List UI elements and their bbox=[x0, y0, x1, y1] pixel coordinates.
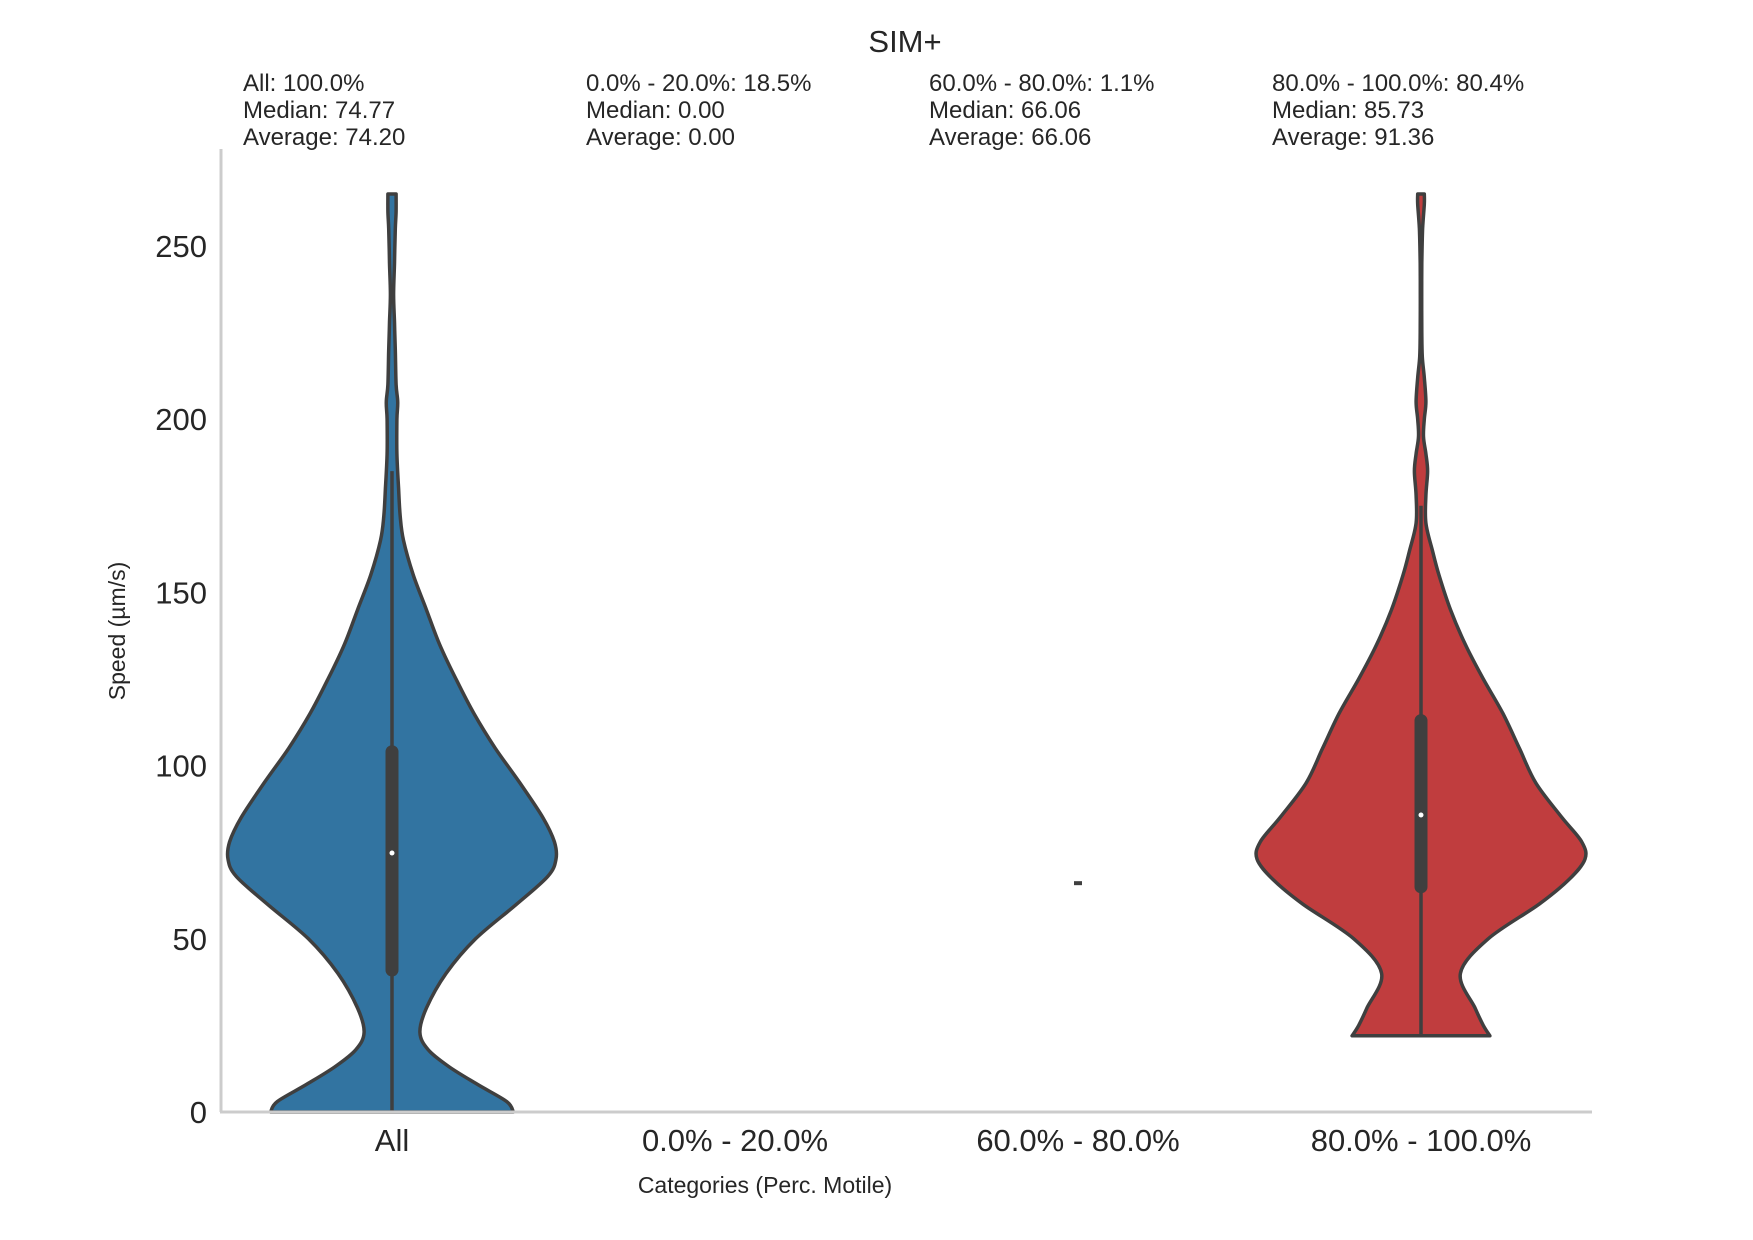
stat-line: 80.0% - 100.0%: 80.4% bbox=[1272, 70, 1524, 97]
stat-line: Median: 85.73 bbox=[1272, 97, 1424, 124]
y-tick-label: 200 bbox=[155, 402, 207, 437]
y-tick-label: 50 bbox=[173, 922, 207, 957]
violin-median-dot bbox=[1418, 812, 1424, 818]
y-tick-label: 100 bbox=[155, 749, 207, 784]
y-tick-label: 150 bbox=[155, 575, 207, 610]
axes bbox=[219, 149, 1592, 1114]
x-axis-label: Categories (Perc. Motile) bbox=[638, 1172, 892, 1198]
stat-line: All: 100.0% bbox=[243, 70, 364, 97]
stat-line: 60.0% - 80.0%: 1.1% bbox=[929, 70, 1154, 97]
stat-line: Average: 66.06 bbox=[929, 124, 1091, 151]
x-tick-label: All bbox=[375, 1123, 409, 1158]
x-tick-label: 0.0% - 20.0% bbox=[642, 1123, 828, 1158]
x-ticks: All 0.0% - 20.0% 60.0% - 80.0% 80.0% - 100.… bbox=[375, 1123, 1532, 1158]
stat-line: 0.0% - 20.0%: 18.5% bbox=[586, 70, 811, 97]
stat-line: Average: 0.00 bbox=[586, 124, 735, 151]
stat-line: Median: 74.77 bbox=[243, 97, 395, 124]
stat-line: Median: 66.06 bbox=[929, 97, 1081, 124]
y-axis-label: Speed (µm/s) bbox=[104, 562, 130, 701]
stat-line: Average: 74.20 bbox=[243, 124, 405, 151]
y-tick-label: 0 bbox=[190, 1095, 207, 1130]
stat-line: Median: 0.00 bbox=[586, 97, 725, 124]
x-tick-label: 80.0% - 100.0% bbox=[1311, 1123, 1532, 1158]
chart-title: SIM+ bbox=[868, 24, 941, 59]
stat-line: Average: 91.36 bbox=[1272, 124, 1434, 151]
y-ticks: 0 50 100 150 200 250 bbox=[155, 229, 207, 1130]
y-tick-label: 250 bbox=[155, 229, 207, 264]
x-tick-label: 60.0% - 80.0% bbox=[976, 1123, 1179, 1158]
violin-median-dot bbox=[389, 850, 395, 856]
violins bbox=[225, 192, 1588, 1114]
